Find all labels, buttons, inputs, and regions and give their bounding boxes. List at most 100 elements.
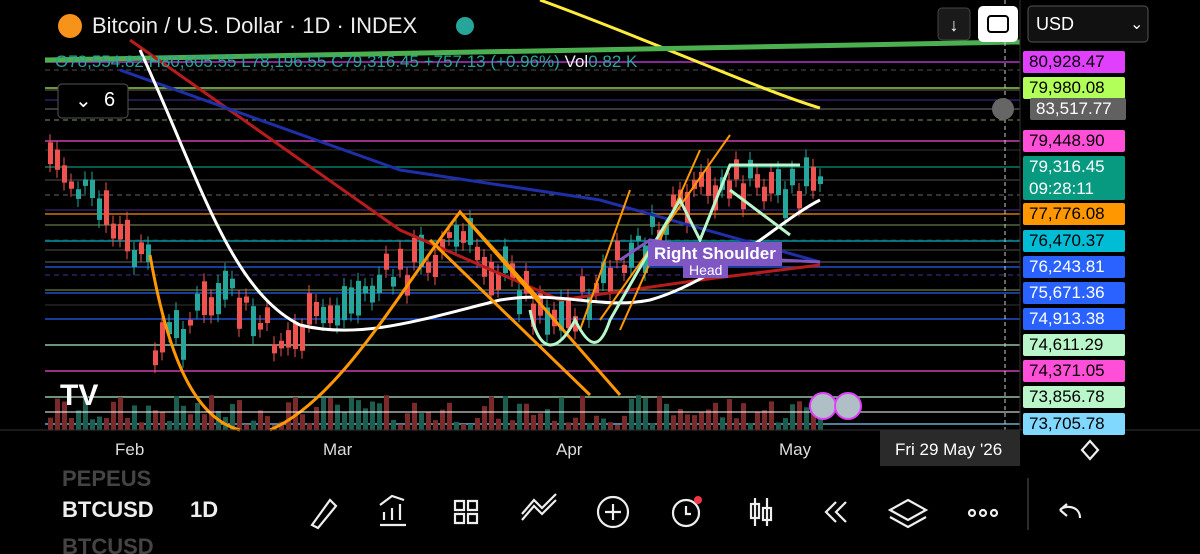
- candle-body: [335, 305, 340, 326]
- candle-body: [174, 310, 179, 339]
- volume-bar: [615, 424, 620, 430]
- fullscreen-button[interactable]: [978, 6, 1018, 42]
- candle-body: [811, 166, 816, 191]
- indicator-toggle[interactable]: [57, 83, 129, 119]
- price-text: 83,517.77: [1036, 99, 1112, 118]
- volume-bar: [230, 404, 235, 430]
- candle-body: [391, 276, 396, 287]
- candle-body: [216, 283, 221, 315]
- volume-bar: [748, 422, 753, 430]
- volume-bar: [188, 414, 193, 430]
- candle-body: [265, 307, 270, 324]
- candle-icon[interactable]: [753, 498, 769, 526]
- candle-body: [132, 249, 137, 268]
- price-label: 79,448.90: [1023, 130, 1125, 152]
- currency-select[interactable]: [1027, 5, 1149, 43]
- currency[interactable]: USD: [1036, 14, 1075, 34]
- candle-body: [118, 223, 123, 240]
- replay-icon[interactable]: [824, 501, 847, 523]
- candle-body: [531, 303, 536, 327]
- volume-bar: [650, 423, 655, 430]
- volume-bar: [538, 413, 543, 430]
- undo-icon[interactable]: [1059, 503, 1082, 519]
- volume-bar: [342, 412, 347, 430]
- candle-body: [503, 246, 508, 274]
- watermark-next: BTCUSD: [62, 534, 154, 554]
- candle-body: [111, 223, 116, 239]
- price-text: 76,470.37: [1029, 231, 1105, 250]
- candle-body: [783, 189, 788, 219]
- symbol-title: Bitcoin / U.S. Dollar · 1D · INDEX: [92, 13, 418, 38]
- price-text: 74,913.38: [1029, 309, 1105, 328]
- volume-bar: [377, 403, 382, 430]
- volume-bar: [433, 420, 438, 430]
- tv-logo: TV: [60, 379, 98, 412]
- draw-icon[interactable]: [310, 498, 338, 530]
- compare-icon[interactable]: [521, 493, 557, 521]
- candle-body: [706, 166, 711, 196]
- alert-icon[interactable]: [671, 498, 701, 528]
- volume-bar: [370, 401, 375, 430]
- volume-bar: [335, 404, 340, 430]
- volume-bar: [153, 410, 158, 430]
- layers-icon[interactable]: [887, 498, 929, 529]
- volume-bar: [475, 418, 480, 430]
- annotation-right-shoulder: Right Shoulder: [648, 242, 782, 266]
- candle-body: [377, 274, 382, 294]
- price-label: 73,856.78: [1023, 386, 1125, 408]
- event-icon[interactable]: [834, 392, 862, 420]
- price-label: 75,671.36: [1023, 282, 1125, 304]
- event-icon[interactable]: [809, 392, 837, 420]
- volume-bar: [300, 414, 305, 430]
- volume-bar: [251, 420, 256, 430]
- volume-bar: [496, 418, 501, 430]
- candle-body: [447, 232, 452, 238]
- candle-body: [321, 306, 326, 324]
- add-icon[interactable]: [596, 495, 630, 529]
- add-price-button[interactable]: [992, 98, 1014, 120]
- price-label: 79,980.08: [1023, 77, 1125, 99]
- price-text: 73,856.78: [1029, 387, 1105, 406]
- volume-bar: [286, 402, 291, 430]
- candle-body: [489, 261, 494, 296]
- settings-icon[interactable]: [1080, 439, 1100, 461]
- candle-body: [517, 290, 522, 315]
- volume-bar: [713, 402, 718, 430]
- indicators-icon[interactable]: [379, 494, 406, 527]
- candle-body: [328, 305, 333, 324]
- volume-bar: [307, 422, 312, 430]
- volume-bar: [398, 424, 403, 430]
- volume-bar: [391, 419, 396, 430]
- volume-bar: [699, 412, 704, 430]
- candle-body: [748, 159, 753, 179]
- candle-body: [790, 168, 795, 186]
- volume-bar: [314, 406, 319, 430]
- candle-body: [426, 262, 431, 273]
- volume-bar: [461, 424, 466, 430]
- candle-body: [167, 322, 172, 335]
- candle-body: [755, 174, 760, 188]
- volume-bar: [440, 409, 445, 430]
- toolbar-interval[interactable]: 1D: [190, 497, 219, 522]
- price-text: 77,776.08: [1029, 204, 1105, 223]
- volume-bar: [804, 407, 809, 430]
- price-label: 76,470.37: [1023, 230, 1125, 252]
- volume-bar: [559, 397, 564, 430]
- volume-bar: [622, 415, 627, 430]
- layout-icon[interactable]: [453, 499, 479, 525]
- volume-label: Vol: [564, 52, 589, 71]
- volume-bar: [62, 401, 67, 430]
- ohlc-high: H80,605.55: [148, 52, 237, 71]
- candle-body: [622, 264, 627, 273]
- down-button[interactable]: [937, 7, 971, 41]
- volume-bar: [202, 414, 207, 430]
- candle-body: [230, 278, 235, 289]
- volume-bar: [447, 402, 452, 430]
- ohlc-change: +757.13 (+0.96%): [423, 52, 560, 71]
- candle-body: [671, 194, 676, 207]
- volume-bar: [55, 398, 60, 430]
- volume-bar: [48, 417, 53, 430]
- toolbar-symbol[interactable]: BTCUSD: [62, 497, 154, 522]
- candle-body: [804, 157, 809, 187]
- candle-body: [545, 307, 550, 335]
